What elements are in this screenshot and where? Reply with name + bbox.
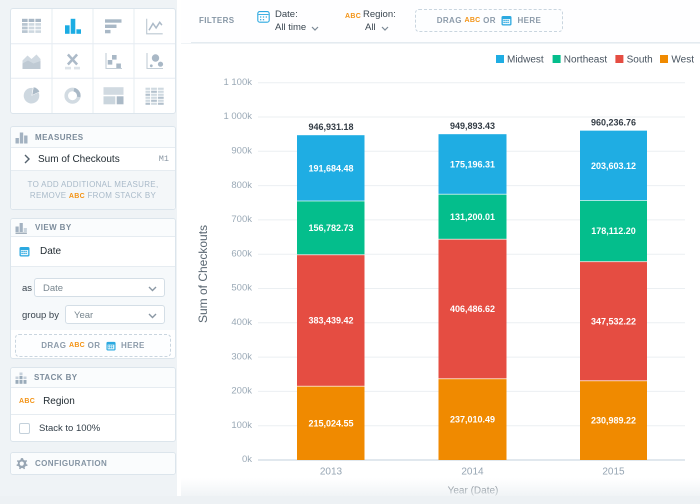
svg-text:South: South (627, 55, 653, 66)
svg-text:156,782.73: 156,782.73 (308, 223, 353, 233)
svg-text:175,196.31: 175,196.31 (450, 159, 495, 169)
svg-text:2015: 2015 (602, 467, 625, 478)
svg-text:West: West (671, 55, 694, 66)
svg-text:406,486.62: 406,486.62 (450, 304, 495, 314)
svg-text:131,200.01: 131,200.01 (450, 212, 495, 222)
svg-text:400k: 400k (231, 317, 252, 328)
svg-text:200k: 200k (231, 386, 252, 397)
svg-text:700k: 700k (231, 214, 252, 225)
svg-text:191,684.48: 191,684.48 (308, 163, 353, 173)
svg-text:960,236.76: 960,236.76 (591, 117, 636, 127)
svg-text:Sum of Checkouts: Sum of Checkouts (196, 225, 210, 323)
svg-text:383,439.42: 383,439.42 (308, 316, 353, 326)
svg-text:Midwest: Midwest (507, 55, 544, 66)
svg-text:500k: 500k (231, 283, 252, 294)
svg-text:800k: 800k (231, 180, 252, 191)
svg-text:1 000k: 1 000k (223, 111, 252, 122)
svg-text:347,532.22: 347,532.22 (591, 316, 636, 326)
svg-text:215,024.55: 215,024.55 (308, 418, 353, 428)
svg-text:600k: 600k (231, 248, 252, 259)
svg-text:2013: 2013 (320, 467, 343, 478)
svg-text:100k: 100k (231, 420, 252, 431)
svg-text:230,989.22: 230,989.22 (591, 416, 636, 426)
svg-text:946,931.18: 946,931.18 (308, 122, 353, 132)
svg-text:0k: 0k (242, 454, 252, 465)
svg-text:203,603.12: 203,603.12 (591, 161, 636, 171)
svg-text:Northeast: Northeast (564, 55, 608, 66)
svg-text:2014: 2014 (461, 467, 484, 478)
svg-text:237,010.49: 237,010.49 (450, 415, 495, 425)
svg-text:949,893.43: 949,893.43 (450, 121, 495, 131)
svg-text:300k: 300k (231, 351, 252, 362)
svg-text:1 100k: 1 100k (223, 77, 252, 88)
svg-text:900k: 900k (231, 146, 252, 157)
svg-text:178,112.20: 178,112.20 (591, 226, 636, 236)
